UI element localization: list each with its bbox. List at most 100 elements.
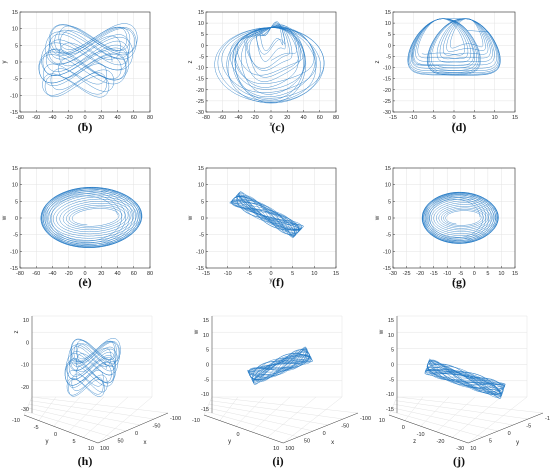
x-tick-label: 60	[131, 271, 137, 277]
y-tick-label: -5	[386, 233, 391, 239]
plot-frame	[205, 11, 337, 113]
y-tick-label: 15	[198, 10, 204, 16]
trajectory-curve	[38, 23, 138, 98]
x-tick-label: -40	[49, 271, 57, 277]
y-tick-label: -15	[383, 77, 391, 83]
plot-frame	[205, 167, 337, 269]
z-axis-label: z	[14, 331, 20, 334]
front-right-tick-label: 50	[118, 439, 124, 445]
z-tick-label: -10	[386, 392, 394, 398]
front-right-axis-label: y	[516, 440, 519, 446]
x-tick-label: -10	[224, 271, 232, 277]
front-left-tick-label: -10	[417, 432, 425, 438]
y-tick-label: -10	[383, 66, 391, 72]
x-tick-label: -5	[458, 271, 463, 277]
y-tick-label: 15	[12, 10, 18, 16]
x-tick-label: 5	[291, 271, 294, 277]
y-axis-label: w	[2, 215, 8, 221]
z-axis-label: w	[194, 329, 200, 335]
floor-edge	[23, 412, 169, 444]
front-left-tick-label: 0	[237, 432, 240, 438]
front-right-axis-label: x	[144, 440, 147, 446]
y-axis-label: z	[188, 61, 194, 64]
panel-b: -80 -60 -40 -20 0 20 40 60 80 -15 -10 -5 0 5 10 15 x y (b)	[2, 10, 153, 134]
y-tick-label: -5	[13, 77, 18, 83]
y-tick-label: -15	[383, 266, 391, 272]
front-left-tick-label: -20	[436, 439, 444, 445]
y-tick-label: 15	[12, 166, 18, 172]
y-axis-label: y	[2, 61, 8, 64]
floor-gridline	[207, 407, 314, 432]
floor-gridline	[283, 396, 343, 444]
front-left-tick-label: 5	[72, 439, 75, 445]
floor-gridline	[53, 396, 81, 427]
front-right-tick-label: -100	[170, 416, 181, 422]
x-tick-label: 0	[452, 115, 455, 121]
y-tick-label: -5	[13, 233, 18, 239]
x-tick-label: 15	[512, 271, 518, 277]
x-tick-label: -60	[32, 115, 40, 121]
y-tick-label: 10	[12, 27, 18, 33]
front-right-tick-label: -50	[341, 424, 349, 430]
y-tick-label: 0	[388, 216, 391, 222]
panel-d: -15 -10 -5 0 5 10 15 -30 -25 -20 -15 -10 -5 0 5 10 15 y z (…	[375, 10, 518, 134]
x-tick-label: 20	[284, 115, 290, 121]
y-tick-label: 0	[15, 216, 18, 222]
y-tick-label: 15	[385, 10, 391, 16]
y-tick-label: 15	[198, 166, 204, 172]
y-tick-label: -20	[383, 88, 391, 94]
x-tick-label: 80	[333, 115, 339, 121]
x-tick-label: 5	[486, 271, 489, 277]
front-right-tick-label: -5	[526, 424, 531, 430]
panel-j: -15 -10 -5 0 5 10 15 10 0 -10 -20 -30 10 5 0 -5 -10 w z y (j…	[379, 315, 550, 468]
trajectory-curve	[229, 191, 304, 238]
x-axis-label: x	[84, 278, 87, 284]
x-tick-label: 15	[333, 271, 339, 277]
panel-f: -15 -10 -5 0 5 10 15 -15 -10 -5 0 5 10 15 y w (f)	[188, 166, 339, 289]
x-tick-label: 0	[83, 115, 86, 121]
x-tick-label: 80	[147, 115, 153, 121]
y-tick-label: 0	[201, 216, 204, 222]
y-tick-label: 0	[15, 60, 18, 66]
x-tick-label: -20	[251, 115, 259, 121]
x-tick-label: -60	[218, 115, 226, 121]
x-tick-label: -20	[65, 115, 73, 121]
x-tick-label: -15	[202, 271, 210, 277]
y-axis-label: z	[375, 61, 381, 64]
plot-frame	[392, 167, 516, 269]
z-tick-label: -15	[386, 407, 394, 413]
x-tick-label: -15	[389, 115, 397, 121]
y-tick-label: -15	[196, 77, 204, 83]
y-tick-label: 0	[201, 43, 204, 49]
y-tick-label: 5	[15, 199, 18, 205]
floor-gridline	[392, 407, 499, 432]
y-tick-label: -25	[196, 99, 204, 105]
x-tick-label: -80	[16, 271, 24, 277]
x-axis-label: z	[453, 278, 456, 284]
floor-gridline	[219, 396, 239, 421]
trajectory-curve	[407, 18, 501, 76]
z-tick-label: -15	[201, 407, 209, 413]
floor-gridline	[388, 396, 398, 416]
floor-gridline	[31, 396, 169, 414]
front-left-tick-label: 0	[54, 432, 57, 438]
x-tick-label: 40	[114, 115, 120, 121]
z-tick-label: -30	[21, 407, 29, 413]
x-tick-label: 20	[98, 271, 104, 277]
front-left-axis-label: z	[413, 439, 416, 445]
floor-edge	[388, 412, 544, 444]
x-tick-label: 40	[300, 115, 306, 121]
y-tick-label: -15	[10, 266, 18, 272]
x-tick-label: -60	[32, 271, 40, 277]
back-pane	[211, 315, 343, 398]
y-tick-label: 10	[198, 21, 204, 27]
front-left-axis-label: y	[228, 439, 231, 445]
panel-c: -80 -60 -40 -20 0 20 40 60 80 -30 -25 -20 -15 -10 -5 0 5…	[188, 10, 339, 134]
floor-gridline	[27, 407, 127, 432]
floor-gridline	[68, 396, 105, 432]
x-tick-label: -5	[431, 115, 436, 121]
y-tick-label: -30	[383, 110, 391, 116]
panel-caption: (h)	[78, 454, 93, 468]
floor-gridline	[267, 396, 317, 438]
front-left-tick-label: -10	[192, 418, 200, 424]
